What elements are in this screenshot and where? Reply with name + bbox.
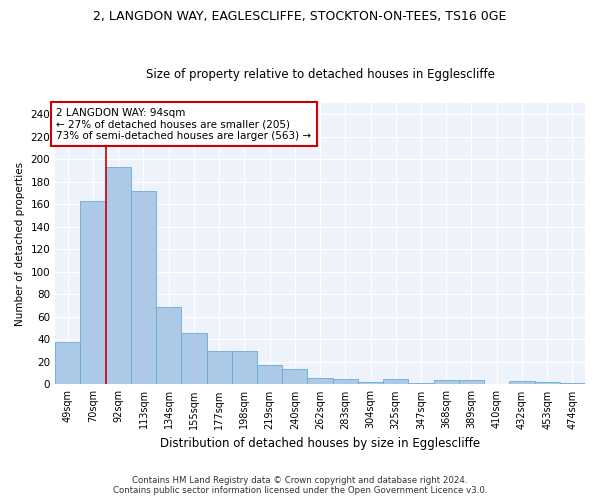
Title: Size of property relative to detached houses in Egglescliffe: Size of property relative to detached ho… bbox=[146, 68, 494, 81]
Y-axis label: Number of detached properties: Number of detached properties bbox=[15, 162, 25, 326]
Bar bbox=[332, 379, 358, 384]
Bar bbox=[206, 350, 232, 384]
Bar bbox=[80, 201, 106, 384]
Bar bbox=[535, 382, 560, 384]
Text: Contains HM Land Registry data © Crown copyright and database right 2024.
Contai: Contains HM Land Registry data © Crown c… bbox=[113, 476, 487, 495]
Bar bbox=[55, 342, 80, 384]
Bar bbox=[257, 366, 282, 384]
Bar bbox=[181, 332, 206, 384]
Bar bbox=[434, 380, 459, 384]
Bar bbox=[307, 378, 332, 384]
Text: 2, LANGDON WAY, EAGLESCLIFFE, STOCKTON-ON-TEES, TS16 0GE: 2, LANGDON WAY, EAGLESCLIFFE, STOCKTON-O… bbox=[94, 10, 506, 23]
Bar bbox=[358, 382, 383, 384]
Bar bbox=[232, 350, 257, 384]
Bar bbox=[383, 379, 409, 384]
Bar bbox=[459, 380, 484, 384]
Bar bbox=[282, 368, 307, 384]
X-axis label: Distribution of detached houses by size in Egglescliffe: Distribution of detached houses by size … bbox=[160, 437, 480, 450]
Bar bbox=[106, 167, 131, 384]
Bar bbox=[131, 191, 156, 384]
Text: 2 LANGDON WAY: 94sqm
← 27% of detached houses are smaller (205)
73% of semi-deta: 2 LANGDON WAY: 94sqm ← 27% of detached h… bbox=[56, 108, 311, 140]
Bar bbox=[509, 381, 535, 384]
Bar bbox=[156, 307, 181, 384]
